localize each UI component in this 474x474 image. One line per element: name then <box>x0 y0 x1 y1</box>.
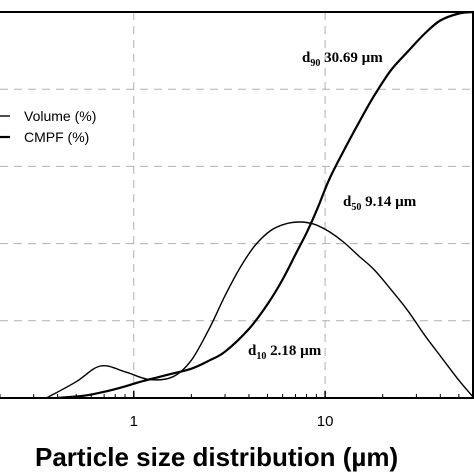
chart-curves <box>46 10 474 400</box>
annotation-d90-sub: 90 <box>310 58 320 69</box>
annotation-d90-text: 30.69 µm <box>320 50 383 66</box>
x-axis-label: Particle size distribution (µm) <box>35 442 398 472</box>
series-line-volume <box>46 221 474 399</box>
annotation-d50-text: 9.14 µm <box>361 194 416 210</box>
x-tick-label: 10 <box>317 413 334 430</box>
legend-label-volume: Volume (%) <box>24 108 96 124</box>
annotation-d50-sub: 50 <box>351 202 361 213</box>
annotation-d90-prefix: d <box>302 50 311 66</box>
grid-lines <box>0 12 474 398</box>
x-ticks: 1 10 <box>0 391 474 430</box>
annotation-d90: d90 30.69 µm <box>302 50 383 69</box>
chart-axes <box>0 11 474 399</box>
annotation-d10: d10 2.18 µm <box>248 343 322 362</box>
annotation-d50-prefix: d <box>343 194 352 210</box>
legend-label-cmpf: CMPF (%) <box>24 129 89 145</box>
annotation-d10-text: 2.18 µm <box>266 343 321 359</box>
annotation-d10-prefix: d <box>248 343 257 359</box>
percentile-annotations: d90 30.69 µm d50 9.14 µm d10 2.18 µm <box>248 50 417 362</box>
legend: Volume (%) CMPF (%) <box>0 108 96 145</box>
annotation-d10-sub: 10 <box>256 351 266 362</box>
x-tick-label: 1 <box>130 413 138 430</box>
series-line-cmpf <box>57 10 474 400</box>
annotation-d50: d50 9.14 µm <box>343 194 417 213</box>
